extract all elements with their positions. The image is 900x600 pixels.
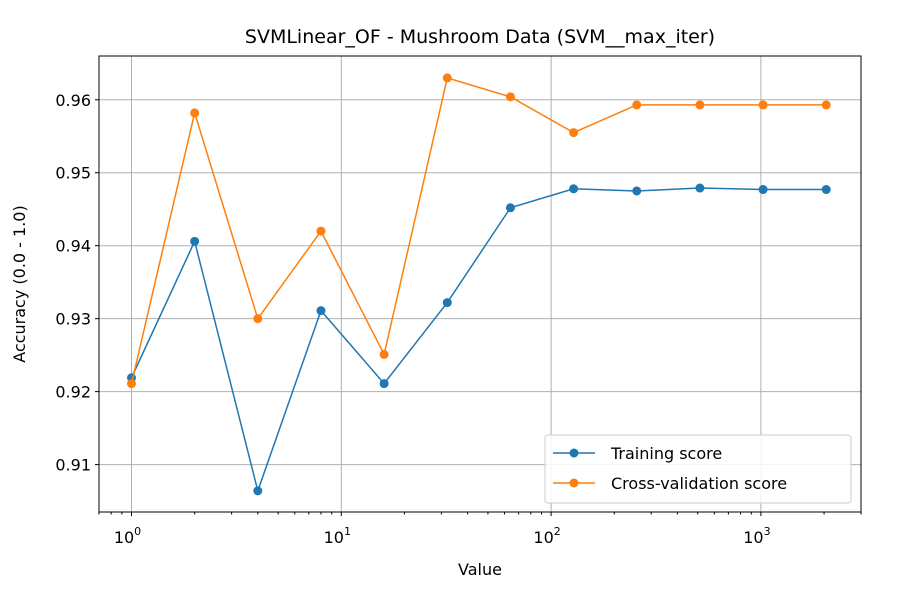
ticks: 0.91 0.92 0.93 0.94 0.95 0.96 100 101 102 103 <box>55 91 862 547</box>
series-layer <box>126 73 831 496</box>
series-line-1 <box>130 76 827 384</box>
legend-swatch-marker <box>569 448 579 458</box>
x-tick-label: 101 <box>324 525 351 547</box>
legend-frame <box>544 434 852 504</box>
legend: Training score Cross-validation score <box>544 434 852 504</box>
data-point <box>253 486 263 496</box>
y-axis-label: Accuracy (0.0 - 1.0) <box>10 205 29 362</box>
data-point <box>632 186 642 196</box>
data-point <box>190 108 200 118</box>
data-point <box>569 128 579 138</box>
data-point <box>695 100 705 110</box>
y-tick-label: 0.94 <box>55 237 91 256</box>
chart-title: SVMLinear_OF - Mushroom Data (SVM__max_i… <box>245 26 715 48</box>
data-point <box>379 379 389 389</box>
x-tick-label: 102 <box>533 525 560 547</box>
data-point <box>126 379 136 389</box>
x-tick-label: 100 <box>114 525 141 547</box>
data-point <box>505 203 515 213</box>
plot-area-frame <box>98 55 862 513</box>
data-point <box>190 236 200 246</box>
data-point <box>821 185 831 195</box>
data-point <box>569 184 579 194</box>
data-point <box>821 100 831 110</box>
y-tick-label: 0.95 <box>55 164 91 183</box>
y-tick-label: 0.91 <box>55 456 91 475</box>
x-axis-label: Value <box>458 560 502 579</box>
legend-label: Training score <box>610 444 722 463</box>
data-point <box>316 226 326 236</box>
data-point <box>379 349 389 359</box>
y-tick-label: 0.96 <box>55 91 91 110</box>
data-point <box>316 306 326 316</box>
series-line-0 <box>130 187 827 494</box>
legend-label: Cross-validation score <box>611 474 787 493</box>
y-tick-label: 0.92 <box>55 383 91 402</box>
x-tick-label: 103 <box>743 525 770 547</box>
data-point <box>253 314 263 324</box>
data-point <box>632 100 642 110</box>
y-tick-label: 0.93 <box>55 310 91 329</box>
data-point <box>695 183 705 193</box>
data-point <box>758 185 768 195</box>
data-point <box>442 73 452 83</box>
legend-swatch-marker <box>569 478 579 488</box>
data-point <box>442 298 452 308</box>
data-point <box>505 92 515 102</box>
data-point <box>758 100 768 110</box>
